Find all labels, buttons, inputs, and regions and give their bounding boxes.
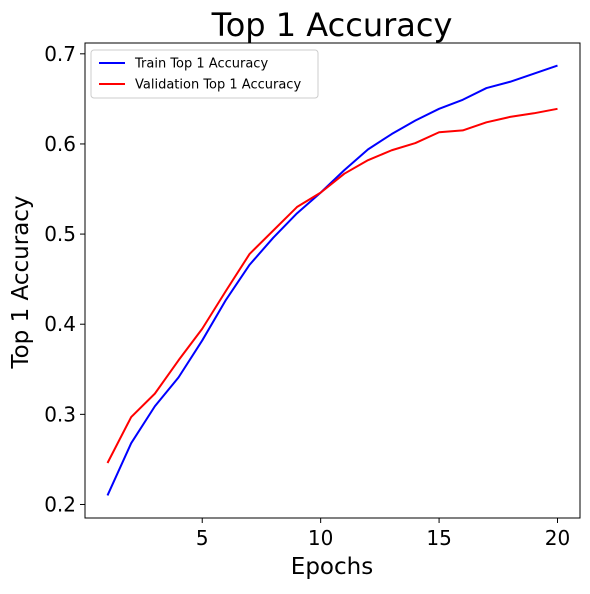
plot-area: 5 10 15 20 0.2 0.3 0.4 0.5 0.6 0.7 Train Top 1 Acc… [44, 42, 581, 550]
plot-frame [84, 42, 581, 519]
chart-title: Top 1 Accuracy [211, 6, 453, 44]
series-line-validation [106, 107, 558, 464]
x-tick-label: 20 [545, 526, 570, 550]
y-tick-label: 0.3 [44, 402, 76, 426]
legend-box [90, 49, 319, 99]
y-tick-label: 0.7 [44, 42, 76, 66]
y-axis-label: Top 1 Accuracy [8, 195, 34, 369]
x-axis-label: Epochs [291, 554, 373, 580]
y-tick-label: 0.6 [44, 132, 76, 156]
y-tick-label: 0.5 [44, 222, 76, 246]
series-line-train [106, 64, 558, 496]
x-tick-label: 15 [426, 526, 451, 550]
y-tick-label: 0.2 [44, 492, 76, 516]
legend-label-validation: Validation Top 1 Accuracy [135, 78, 301, 93]
x-tick-label: 5 [196, 526, 209, 550]
x-tick-label: 10 [308, 526, 333, 550]
legend-label-train: Train Top 1 Accuracy [134, 57, 268, 72]
y-tick-label: 0.4 [44, 312, 76, 336]
